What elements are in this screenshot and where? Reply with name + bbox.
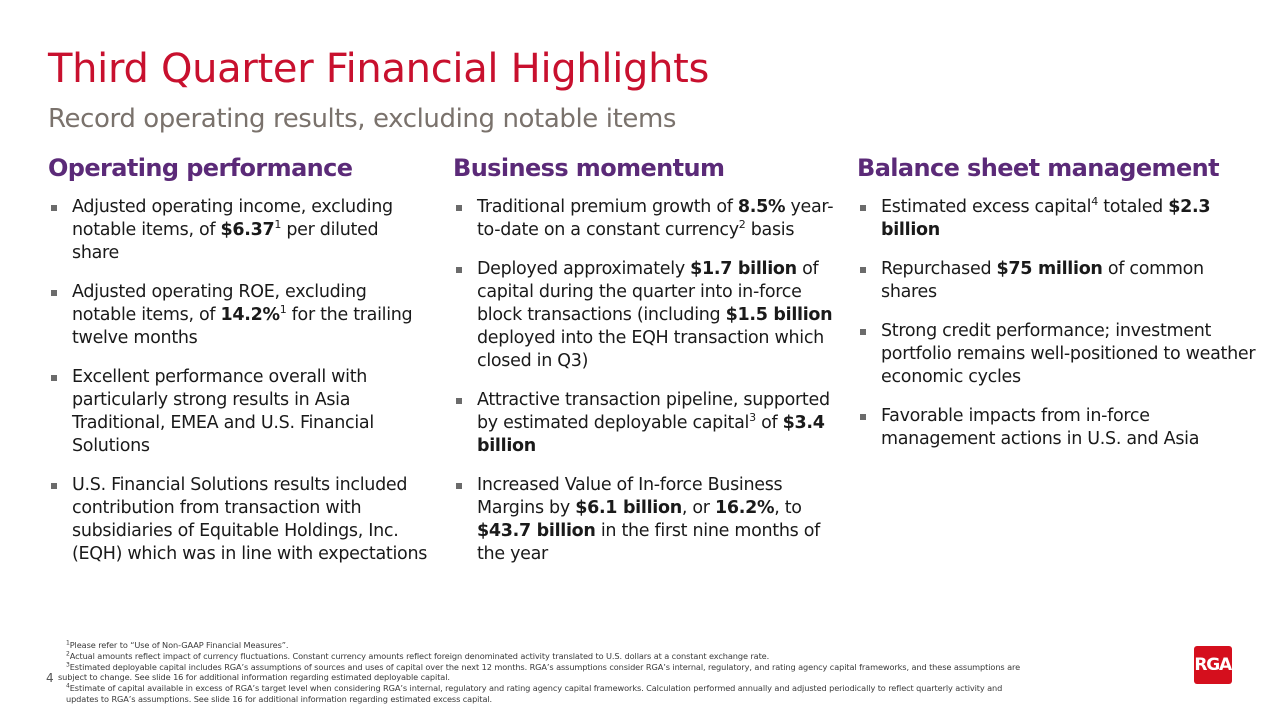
square-bullet-icon <box>456 205 462 211</box>
bullet-item: Traditional premium growth of 8.5% year-… <box>453 196 838 242</box>
bullet-text: of capital during the quarter into in-fo… <box>477 259 819 325</box>
bullet-item: Strong credit performance; investment po… <box>857 320 1257 389</box>
footnote-text: subject to change. See slide 16 for addi… <box>58 672 450 683</box>
highlight-value: $75 million <box>996 259 1103 279</box>
square-bullet-icon <box>51 290 57 296</box>
footnote-line: subject to change. See slide 16 for addi… <box>58 672 1176 683</box>
square-bullet-icon <box>51 205 57 211</box>
bullet-item: Excellent performance overall with parti… <box>48 366 428 458</box>
footnote-text: Please refer to “Use of Non-GAAP Financi… <box>69 640 289 650</box>
highlight-value: $1.7 billion <box>690 259 797 279</box>
bullet-item: Repurchased $75 million of common shares <box>857 258 1257 304</box>
square-bullet-icon <box>860 414 866 420</box>
bullet-text: Strong credit performance; investment po… <box>881 321 1256 387</box>
footnote-ref: 3 <box>749 411 756 425</box>
footnote-line: 4Estimate of capital available in excess… <box>66 683 1176 694</box>
footnote-line: updates to RGA’s assumptions. See slide … <box>66 694 1176 705</box>
bullet-item: Increased Value of In-force Business Mar… <box>453 474 838 566</box>
bullet-text: Estimated excess capital <box>881 197 1092 217</box>
highlight-value: $2.3 billion <box>881 197 1211 240</box>
logo-text: RGA <box>1194 655 1232 675</box>
bullet-item: U.S. Financial Solutions results include… <box>48 474 428 566</box>
bullet-item: Adjusted operating income, excluding not… <box>48 196 428 265</box>
footnote-ref: 2 <box>738 218 746 232</box>
footnote-number: 3 <box>66 660 70 668</box>
square-bullet-icon <box>456 267 462 273</box>
highlight-value: $6.1 billion <box>575 498 682 518</box>
bullet-text: Increased Value of In-force Business Mar… <box>477 475 783 518</box>
bullet-text: in the first nine months of the year <box>477 521 821 564</box>
footnote-ref: 4 <box>1091 195 1098 209</box>
column-operating-performance: Operating performance Adjusted operating… <box>48 150 428 582</box>
bullet-text: for the trailing twelve months <box>72 305 413 348</box>
bullet-text: Deployed approximately <box>477 259 691 279</box>
square-bullet-icon <box>51 375 57 381</box>
bullet-text: deployed into the EQH transaction which … <box>477 328 824 371</box>
highlight-value: $6.37 <box>220 220 275 240</box>
slide-title: Third Quarter Financial Highlights <box>48 46 710 92</box>
footnote-ref: 1 <box>274 218 282 232</box>
bullet-text: Adjusted operating income, excluding not… <box>72 197 393 240</box>
highlight-value: $3.4 billion <box>477 413 825 456</box>
bullet-text: totaled <box>1097 197 1169 217</box>
bullet-item: Deployed approximately $1.7 billion of c… <box>453 258 838 373</box>
highlight-value: 14.2% <box>220 305 281 325</box>
highlight-value: 8.5% <box>737 197 786 217</box>
bullet-text: Repurchased <box>881 259 997 279</box>
footnote-line: 1Please refer to “Use of Non-GAAP Financ… <box>66 640 1176 651</box>
slide-subtitle: Record operating results, excluding nota… <box>48 104 677 134</box>
footnote-number: 2 <box>66 650 70 658</box>
bullet-text: Favorable impacts from in-force manageme… <box>881 406 1200 449</box>
footnote-text: Estimated deployable capital includes RG… <box>69 661 1021 672</box>
square-bullet-icon <box>51 483 57 489</box>
footnote-line: 2Actual amounts reflect impact of curren… <box>66 651 1176 662</box>
bullet-text: Traditional premium growth of <box>477 197 738 217</box>
footnote-line: 3Estimated deployable capital includes R… <box>66 660 1176 673</box>
footnote-text: Actual amounts reflect impact of currenc… <box>69 650 770 661</box>
bullet-text: year-to-date on a constant currency <box>477 197 834 240</box>
bullet-text: , to <box>774 498 802 518</box>
square-bullet-icon <box>456 398 462 404</box>
footnote-number: 4 <box>66 682 70 690</box>
column-heading: Operating performance <box>48 154 353 182</box>
column-business-momentum: Business momentum Traditional premium gr… <box>453 150 838 582</box>
footnote-text: Estimate of capital available in excess … <box>69 683 1003 694</box>
bullet-item: Estimated excess capital4 totaled $2.3 b… <box>857 196 1257 242</box>
bullet-item: Attractive transaction pipeline, support… <box>453 389 838 458</box>
square-bullet-icon <box>860 205 866 211</box>
square-bullet-icon <box>860 267 866 273</box>
bullet-list: Adjusted operating income, excluding not… <box>48 196 428 566</box>
footnote-text: updates to RGA’s assumptions. See slide … <box>66 693 493 704</box>
footnote-ref: 1 <box>279 303 287 317</box>
bullet-text: per diluted share <box>72 220 379 263</box>
bullet-list: Estimated excess capital4 totaled $2.3 b… <box>857 196 1257 451</box>
footnotes: 1Please refer to “Use of Non-GAAP Financ… <box>58 640 1176 705</box>
rga-logo: RGA <box>1194 646 1232 684</box>
column-balance-sheet-management: Balance sheet management Estimated exces… <box>857 150 1257 467</box>
column-heading: Balance sheet management <box>857 154 1220 182</box>
column-heading: Business momentum <box>453 154 725 182</box>
page-number: 4 <box>46 671 54 685</box>
bullet-item: Adjusted operating ROE, excluding notabl… <box>48 281 428 350</box>
bullet-text: Excellent performance overall with parti… <box>72 367 374 456</box>
square-bullet-icon <box>860 329 866 335</box>
bullet-text: , or <box>681 498 715 518</box>
highlight-value: $43.7 billion <box>477 521 596 541</box>
bullet-text: Adjusted operating ROE, excluding notabl… <box>72 282 367 325</box>
bullet-text: of <box>755 413 783 433</box>
bullet-text: U.S. Financial Solutions results include… <box>72 475 428 564</box>
bullet-text: basis <box>745 220 795 240</box>
footnote-number: 1 <box>66 639 70 647</box>
bullet-text: Attractive transaction pipeline, support… <box>477 390 830 433</box>
bullet-text: of common shares <box>881 259 1204 302</box>
highlight-value: $1.5 billion <box>725 305 833 325</box>
bullet-list: Traditional premium growth of 8.5% year-… <box>453 196 838 566</box>
highlight-value: 16.2% <box>714 498 775 518</box>
bullet-item: Favorable impacts from in-force manageme… <box>857 405 1257 451</box>
square-bullet-icon <box>456 483 462 489</box>
